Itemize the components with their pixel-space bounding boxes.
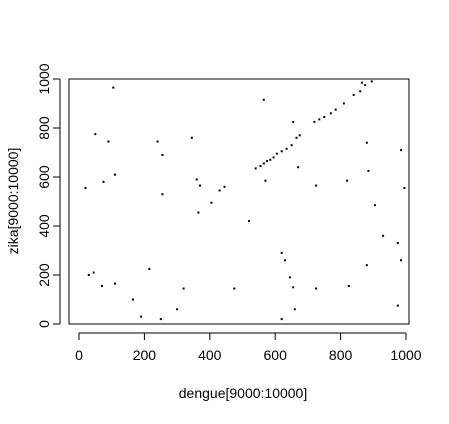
- data-point: [272, 156, 275, 159]
- x-axis: 0 200 400 600 800 1000: [75, 332, 422, 363]
- y-tick-label: 1000: [36, 63, 52, 94]
- data-point: [218, 189, 221, 192]
- data-point: [84, 187, 87, 189]
- data-point: [280, 318, 283, 321]
- data-point: [262, 162, 265, 165]
- x-tick-label: 1000: [390, 347, 421, 363]
- data-point: [342, 102, 345, 105]
- data-point: [269, 158, 272, 161]
- data-point: [266, 160, 268, 163]
- data-point: [100, 285, 103, 287]
- data-point: [114, 173, 116, 176]
- data-point: [159, 318, 162, 321]
- data-point: [329, 112, 332, 115]
- y-tick-label: 0: [36, 320, 52, 328]
- data-point: [347, 285, 350, 287]
- data-point: [298, 134, 301, 137]
- data-point: [400, 259, 403, 262]
- data-point: [367, 169, 370, 172]
- data-point: [288, 276, 291, 279]
- y-tick-label: 200: [36, 263, 52, 287]
- data-point: [195, 178, 198, 181]
- data-point: [280, 150, 283, 153]
- data-point: [396, 242, 399, 245]
- data-point: [352, 93, 355, 96]
- y-tick-label: 600: [36, 165, 52, 189]
- x-tick-label: 600: [264, 347, 288, 363]
- data-point: [318, 118, 321, 121]
- data-point: [254, 167, 257, 170]
- data-point: [233, 287, 236, 290]
- data-point: [295, 136, 298, 139]
- x-tick-label: 0: [75, 347, 83, 363]
- data-point: [176, 308, 179, 311]
- data-point: [132, 298, 134, 301]
- data-point: [87, 274, 90, 276]
- data-point: [262, 98, 265, 101]
- data-point: [161, 154, 164, 156]
- x-tick-label: 400: [198, 347, 222, 363]
- data-point: [323, 116, 326, 118]
- data-point: [396, 304, 399, 307]
- data-point: [292, 120, 295, 123]
- data-point: [285, 147, 288, 150]
- data-point: [275, 152, 278, 155]
- data-point: [297, 166, 300, 169]
- data-point: [280, 251, 283, 254]
- data-point: [400, 149, 403, 152]
- data-point: [148, 267, 151, 270]
- data-point: [182, 287, 185, 290]
- data-point: [112, 86, 115, 89]
- x-tick-label: 200: [133, 347, 157, 363]
- data-point: [293, 308, 296, 311]
- data-point: [313, 120, 316, 123]
- data-point: [359, 90, 362, 93]
- data-point: [102, 180, 105, 183]
- data-point: [364, 84, 367, 87]
- plot-box: [68, 78, 410, 325]
- data-point: [315, 184, 318, 187]
- data-point: [107, 140, 110, 143]
- data-points: [84, 80, 406, 321]
- data-point: [197, 211, 200, 214]
- data-point: [259, 165, 262, 167]
- data-point: [292, 286, 295, 289]
- data-point: [210, 201, 213, 204]
- data-point: [94, 133, 97, 136]
- data-point: [156, 140, 159, 143]
- data-point: [190, 136, 193, 139]
- y-axis-label: zika[9000:10000]: [5, 148, 21, 255]
- y-tick-label: 400: [36, 214, 52, 238]
- y-axis: 0 200 400 600 800 1000: [36, 63, 61, 328]
- data-point: [140, 315, 143, 318]
- data-point: [365, 264, 368, 267]
- data-point: [346, 179, 349, 182]
- data-point: [360, 81, 363, 84]
- data-point: [92, 271, 95, 274]
- data-point: [370, 80, 373, 83]
- data-point: [248, 220, 250, 223]
- data-point: [373, 204, 376, 207]
- data-point: [365, 141, 368, 144]
- y-tick-label: 800: [36, 116, 52, 140]
- data-point: [284, 259, 286, 262]
- data-point: [264, 179, 267, 182]
- data-point: [114, 282, 116, 285]
- data-point: [403, 187, 406, 189]
- data-point: [334, 108, 337, 111]
- data-point: [290, 144, 293, 147]
- data-point: [199, 184, 201, 187]
- data-point: [315, 287, 318, 290]
- x-axis-label: dengue[9000:10000]: [179, 385, 307, 401]
- data-point: [161, 193, 164, 196]
- data-point: [223, 185, 226, 188]
- x-tick-label: 800: [329, 347, 353, 363]
- data-point: [382, 234, 385, 237]
